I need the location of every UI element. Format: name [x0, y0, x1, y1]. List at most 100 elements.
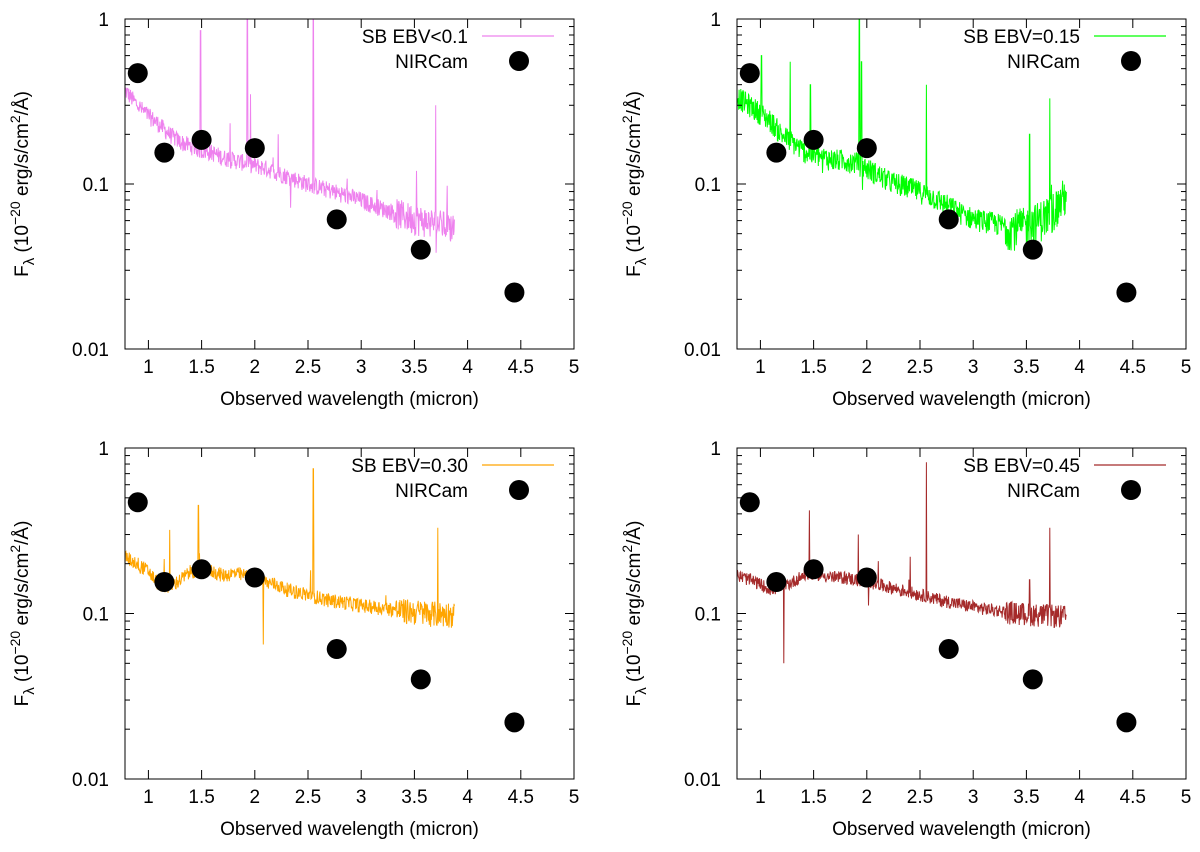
- nircam-point: [739, 63, 760, 84]
- x-tick-label: 3: [968, 787, 979, 808]
- nircam-point: [127, 492, 148, 513]
- x-tick-label: 4: [462, 357, 473, 378]
- nircam-point: [1116, 712, 1137, 733]
- nircam-point: [127, 63, 148, 84]
- x-tick-label: 3: [968, 357, 979, 378]
- x-tick-label: 4: [1074, 787, 1085, 808]
- y-tick-label: 0.1: [695, 605, 721, 626]
- y-axis-label-part: λ: [633, 257, 650, 265]
- y-tick-label: 0.1: [695, 175, 721, 196]
- nircam-point: [191, 559, 212, 580]
- nircam-point: [244, 567, 265, 588]
- nircam-point: [504, 712, 525, 733]
- y-tick-label: 0.1: [83, 605, 109, 626]
- nircam-point: [1116, 282, 1137, 303]
- chart-panel-3: 1 1.5 2 2.5 3 3.5 4 4.5 5 0.01 0.1 1 Observed wavele…: [7, 439, 579, 840]
- y-tick-label: 0.01: [72, 340, 109, 361]
- y-tick-label: 0.01: [684, 340, 721, 361]
- y-axis-label-part: F: [12, 265, 33, 277]
- legend-swatch-nircam: [1121, 480, 1141, 500]
- nircam-point: [856, 138, 877, 159]
- nircam-point: [410, 669, 431, 690]
- x-tick-label: 2.5: [907, 787, 933, 808]
- y-axis-label-part: −20: [619, 631, 635, 655]
- x-tick-label: 4.5: [1120, 787, 1146, 808]
- x-tick-label: 3: [356, 787, 367, 808]
- x-axis-label: Observed wavelength (micron): [832, 389, 1091, 410]
- y-axis-label-part: erg/s/cm: [624, 123, 645, 201]
- legend-label-nircam: NIRCam: [1007, 481, 1080, 502]
- y-axis-label-part: 2: [7, 545, 23, 553]
- nircam-point: [766, 572, 787, 593]
- nircam-point: [766, 142, 787, 163]
- legend-label-spectrum: SB EBV=0.15: [963, 27, 1080, 48]
- x-tick-label: 2: [250, 787, 261, 808]
- nircam-point: [326, 639, 347, 660]
- y-axis-label-part: /Å): [12, 91, 33, 115]
- x-tick-label: 3.5: [1013, 357, 1039, 378]
- nircam-point: [410, 239, 431, 260]
- y-axis-label-part: erg/s/cm: [624, 553, 645, 631]
- plot-frame: [124, 447, 575, 780]
- x-tick-label: 5: [1181, 357, 1192, 378]
- x-tick-label: 3.5: [401, 357, 427, 378]
- spectrum-line: [737, 19, 1067, 251]
- legend-label-spectrum: SB EBV=0.45: [963, 456, 1080, 477]
- nircam-point: [154, 142, 175, 163]
- y-axis-label-part: (10: [12, 225, 33, 258]
- y-axis-label: Fλ (10−20 erg/s/cm2/Å): [7, 521, 38, 707]
- y-axis-label-part: /Å): [624, 521, 645, 545]
- y-axis-label-part: F: [12, 695, 33, 707]
- x-tick-label: 4: [1074, 357, 1085, 378]
- y-axis-label-part: −20: [7, 201, 23, 225]
- y-axis-label-part: 2: [619, 115, 635, 123]
- y-axis-label-part: F: [624, 265, 645, 277]
- plot-frame: [124, 18, 575, 350]
- legend-label-spectrum: SB EBV=0.30: [351, 456, 468, 477]
- chart-panel-4: 1 1.5 2 2.5 3 3.5 4 4.5 5 0.01 0.1 1 Observed wavele…: [619, 439, 1191, 840]
- legend-swatch-nircam: [509, 51, 529, 71]
- legend-label-nircam: NIRCam: [1007, 52, 1080, 73]
- x-tick-label: 5: [569, 357, 580, 378]
- nircam-point: [1022, 669, 1043, 690]
- y-axis-label-part: λ: [21, 687, 38, 695]
- x-tick-label: 1.5: [800, 787, 826, 808]
- legend-label-spectrum: SB EBV<0.1: [362, 27, 468, 48]
- x-tick-label: 1: [755, 787, 766, 808]
- nircam-point: [938, 639, 959, 660]
- x-tick-label: 4: [462, 787, 473, 808]
- y-axis-label-part: (10: [12, 655, 33, 688]
- legend-label-nircam: NIRCam: [395, 481, 468, 502]
- nircam-point: [803, 559, 824, 580]
- x-tick-label: 1.5: [188, 357, 214, 378]
- y-axis-label-part: (10: [624, 655, 645, 688]
- y-axis-label-part: erg/s/cm: [12, 123, 33, 201]
- spectrum-line: [737, 462, 1067, 664]
- x-tick-label: 1.5: [188, 787, 214, 808]
- x-tick-label: 2.5: [907, 357, 933, 378]
- y-axis-label-part: −20: [7, 631, 23, 655]
- x-tick-label: 2: [862, 357, 873, 378]
- y-axis-label-part: erg/s/cm: [12, 553, 33, 631]
- x-axis-label: Observed wavelength (micron): [220, 389, 479, 410]
- x-tick-label: 3: [356, 357, 367, 378]
- y-axis-label-part: λ: [21, 257, 38, 265]
- nircam-point: [244, 138, 265, 159]
- x-tick-label: 2.5: [295, 787, 321, 808]
- nircam-point: [1022, 239, 1043, 260]
- y-axis-label-part: /Å): [624, 91, 645, 115]
- y-axis-label-part: λ: [633, 687, 650, 695]
- x-tick-label: 5: [1181, 787, 1192, 808]
- nircam-point: [856, 567, 877, 588]
- x-tick-label: 1: [755, 357, 766, 378]
- x-axis-label: Observed wavelength (micron): [832, 819, 1091, 840]
- plot-frame: [736, 18, 1187, 350]
- y-axis-label-part: F: [624, 695, 645, 707]
- y-tick-label: 0.01: [684, 770, 721, 791]
- y-tick-label: 0.1: [83, 175, 109, 196]
- y-tick-label: 0.01: [72, 770, 109, 791]
- legend-swatch-nircam: [1121, 51, 1141, 71]
- y-axis-label-part: (10: [624, 225, 645, 258]
- x-tick-label: 5: [569, 787, 580, 808]
